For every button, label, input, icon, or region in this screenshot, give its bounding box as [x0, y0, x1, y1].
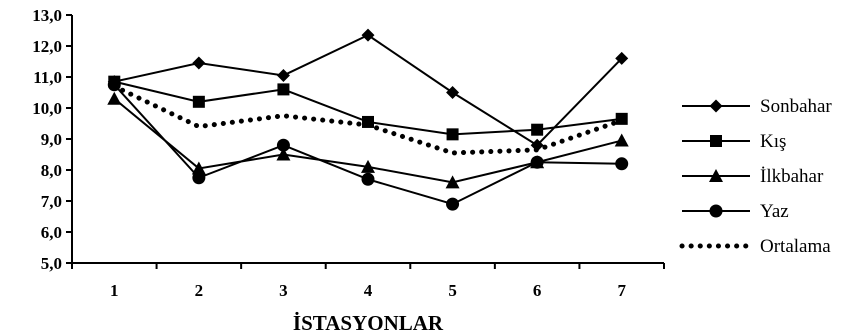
x-axis-ticks: 1 2 3 4 5 6 7	[71, 263, 665, 300]
legend-marker-yaz	[709, 204, 723, 218]
y-tick-label: 8,0	[41, 161, 62, 180]
legend-label-kis: Kış	[760, 131, 786, 152]
x-tick-label: 3	[279, 281, 288, 300]
data-point-sonbahar	[446, 86, 460, 99]
data-point-yaz	[615, 157, 629, 171]
y-tick-label: 11,0	[33, 68, 62, 87]
data-point-ilkbahar	[276, 147, 291, 161]
data-point-yaz	[530, 155, 544, 169]
x-axis-title: İSTASYONLAR	[293, 311, 444, 335]
series-kis	[108, 75, 628, 141]
legend-label-sonbahar: Sonbahar	[760, 96, 832, 117]
y-tick-label: 6,0	[41, 223, 62, 242]
y-tick-label: 7,0	[41, 192, 62, 211]
data-point-sonbahar	[361, 28, 375, 42]
data-point-yaz	[192, 171, 206, 185]
x-tick-label: 7	[617, 281, 626, 300]
legend-item-ilkbahar: İlkbahar	[682, 166, 824, 187]
data-point-yaz	[361, 172, 375, 186]
data-point-kis	[446, 128, 459, 141]
y-tick-label: 9,0	[41, 130, 62, 149]
y-tick-label: 5,0	[41, 254, 62, 273]
legend-marker-ilkbahar	[709, 169, 723, 182]
series-sonbahar	[107, 28, 629, 152]
data-point-ilkbahar	[445, 175, 460, 189]
legend-item-kis: Kış	[682, 131, 786, 152]
series-layer	[107, 28, 629, 211]
data-point-ilkbahar	[614, 133, 629, 147]
data-point-ilkbahar	[361, 159, 375, 173]
x-tick-label: 4	[364, 281, 373, 300]
legend: Sonbahar Kış İlkbahar Yaz Ortalama	[679, 96, 832, 257]
legend-marker-sonbahar	[709, 99, 723, 113]
y-axis-ticks: 5,0 6,0 7,0 8,0 9,0 10,0 11,0 12,0 13,0	[32, 6, 72, 273]
data-point-ilkbahar	[191, 161, 206, 175]
data-point-kis	[362, 115, 374, 128]
data-point-kis	[531, 123, 544, 136]
series-ortalama	[111, 83, 625, 156]
legend-marker-kis	[710, 135, 722, 147]
y-tick-label: 10,0	[32, 99, 62, 118]
y-tick-label: 12,0	[32, 37, 62, 56]
data-point-yaz	[276, 138, 290, 152]
data-point-kis	[615, 112, 628, 125]
y-tick-label: 13,0	[32, 6, 62, 25]
x-tick-label: 5	[448, 281, 457, 300]
x-tick-label: 1	[110, 281, 119, 300]
legend-item-ortalama: Ortalama	[679, 236, 831, 257]
data-point-sonbahar	[276, 68, 290, 82]
legend-label-yaz: Yaz	[760, 201, 789, 222]
data-point-yaz	[446, 197, 460, 211]
series-line-ortalama	[111, 83, 625, 156]
legend-item-yaz: Yaz	[682, 201, 789, 222]
data-point-sonbahar	[192, 56, 206, 70]
chart-axes	[71, 15, 664, 264]
legend-item-sonbahar: Sonbahar	[682, 96, 832, 117]
series-yaz	[107, 78, 629, 211]
data-point-sonbahar	[530, 138, 544, 152]
x-tick-label: 6	[533, 281, 542, 300]
data-point-kis	[192, 95, 205, 108]
data-point-kis	[277, 83, 290, 96]
data-point-ilkbahar	[107, 91, 122, 105]
x-tick-label: 2	[195, 281, 204, 300]
data-point-sonbahar	[615, 51, 629, 65]
series-line-yaz	[113, 84, 622, 206]
legend-label-ilkbahar: İlkbahar	[760, 166, 824, 187]
legend-label-ortalama: Ortalama	[760, 236, 831, 257]
